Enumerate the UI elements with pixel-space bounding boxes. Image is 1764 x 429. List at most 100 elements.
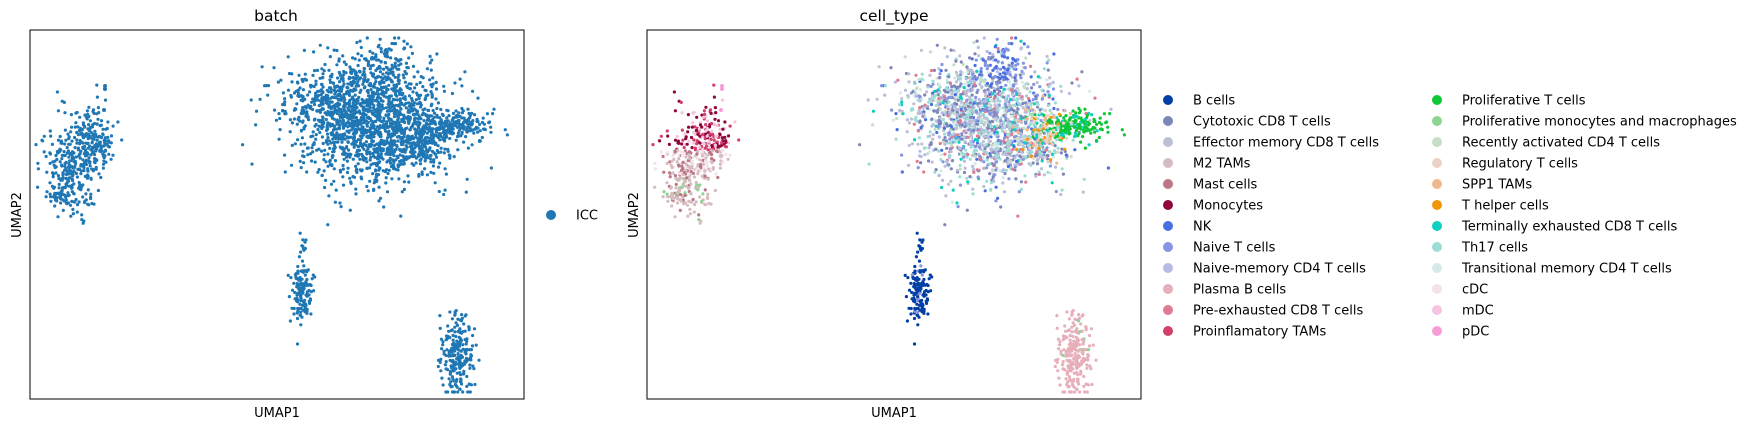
- batch-point: [290, 143, 294, 147]
- cell-type-point: [928, 130, 932, 134]
- cell-type-point: [1009, 160, 1013, 164]
- batch-point: [254, 123, 258, 127]
- cell-type-point: [1083, 125, 1087, 129]
- batch-point: [347, 102, 351, 106]
- batch-point: [87, 123, 91, 127]
- batch-point: [258, 97, 262, 101]
- batch-point: [335, 84, 339, 88]
- batch-point: [349, 113, 353, 117]
- batch-point: [472, 327, 477, 331]
- batch-point: [396, 76, 400, 80]
- batch-point: [384, 152, 388, 156]
- batch-point: [434, 134, 438, 138]
- batch-point: [56, 174, 61, 178]
- cell-type-point: [952, 132, 956, 136]
- cell-type-title: cell_type: [859, 7, 928, 26]
- cell-type-point: [1008, 70, 1012, 74]
- cell-type-point: [922, 112, 926, 116]
- cell-type-point: [906, 93, 910, 98]
- cell-type-point: [900, 153, 904, 157]
- batch-point: [84, 115, 88, 119]
- batch-point: [338, 168, 342, 172]
- batch-point: [360, 54, 364, 58]
- batch-point: [454, 343, 458, 347]
- batch-point: [305, 294, 309, 298]
- batch-point: [314, 133, 318, 137]
- cell-type-point: [1051, 80, 1055, 84]
- batch-point: [468, 366, 472, 370]
- batch-point: [91, 132, 95, 136]
- batch-point: [305, 277, 309, 282]
- batch-point: [404, 101, 408, 105]
- cell-type-point: [927, 146, 931, 150]
- cell-type-point: [940, 111, 944, 115]
- batch-point: [411, 90, 415, 94]
- batch-point: [375, 115, 379, 119]
- batch-point: [84, 162, 88, 167]
- batch-point: [385, 120, 389, 124]
- cell-type-point: [945, 78, 949, 82]
- batch-point: [402, 132, 406, 136]
- batch-point: [453, 330, 457, 334]
- batch-point: [460, 111, 464, 115]
- cell-type-point: [943, 223, 947, 227]
- batch-point: [59, 139, 64, 143]
- batch-point: [391, 150, 395, 154]
- cell-type-point: [1002, 139, 1006, 143]
- cell-type-point: [1080, 118, 1084, 122]
- cell-type-point: [1064, 153, 1068, 157]
- batch-point: [321, 107, 325, 111]
- batch-point: [86, 174, 90, 178]
- batch-point: [48, 181, 52, 185]
- batch-point: [417, 130, 421, 134]
- batch-point: [332, 143, 336, 148]
- batch-point: [477, 358, 481, 362]
- batch-point: [448, 125, 452, 129]
- cell-type-point: [977, 128, 981, 132]
- cell-type-point: [968, 79, 973, 83]
- batch-point: [407, 94, 412, 98]
- batch-point: [389, 48, 393, 52]
- batch-point: [299, 129, 303, 133]
- cell-type-point: [1007, 63, 1011, 67]
- batch-point: [44, 195, 48, 199]
- cell-type-point: [1047, 85, 1051, 89]
- batch-point: [407, 108, 411, 112]
- batch-point: [42, 150, 46, 154]
- batch-point: [373, 92, 377, 96]
- cell-type-point: [1037, 146, 1041, 150]
- batch-point: [455, 371, 459, 375]
- cell-type-point: [1004, 105, 1008, 109]
- batch-point: [329, 90, 333, 94]
- cell-type-point: [961, 62, 965, 67]
- batch-point: [449, 364, 453, 368]
- batch-point: [95, 83, 99, 87]
- batch-point: [331, 147, 335, 151]
- batch-point: [448, 310, 452, 314]
- cell-type-point: [942, 95, 947, 99]
- cell-type-point: [1033, 70, 1037, 74]
- cell-type-point: [923, 93, 927, 97]
- cell-type-point: [971, 77, 975, 81]
- batch-point: [356, 124, 360, 128]
- cell-type-point: [1083, 122, 1087, 126]
- batch-point: [293, 273, 298, 277]
- cell-type-point: [1008, 97, 1012, 101]
- batch-point: [78, 139, 82, 143]
- cell-type-points: [651, 36, 1126, 394]
- batch-point: [450, 359, 454, 363]
- cell-type-point: [910, 107, 914, 111]
- batch-point: [354, 192, 358, 196]
- cell-type-point: [982, 160, 986, 164]
- batch-point: [396, 103, 400, 108]
- batch-point: [296, 277, 300, 281]
- cell-type-point: [918, 149, 922, 153]
- batch-point: [441, 340, 445, 344]
- cell-type-point: [947, 95, 951, 99]
- batch-point: [394, 125, 398, 129]
- batch-point: [296, 117, 300, 121]
- cell-type-point: [1014, 134, 1018, 138]
- cell-type-point: [989, 147, 994, 151]
- batch-point: [460, 316, 464, 320]
- batch-points: [34, 36, 509, 394]
